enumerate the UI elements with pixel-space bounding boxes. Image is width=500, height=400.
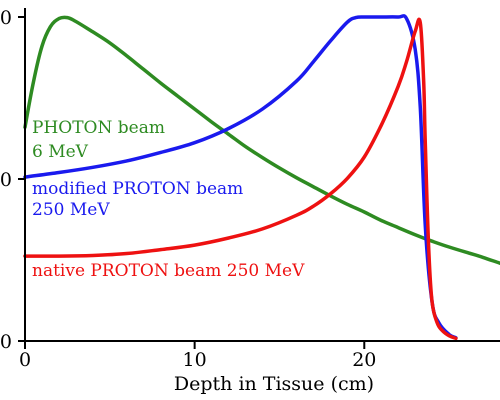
series-line-native-proton-beam-250-mev [23, 17, 458, 341]
y-tick-label: 0 [0, 169, 12, 191]
series-line-photon-beam-6-mev [23, 15, 500, 265]
x-tick-label: 20 [352, 349, 376, 371]
axes [24, 8, 500, 342]
y-tick-label: 0 [0, 7, 12, 29]
series-label-modified-proton-line2: 250 MeV [32, 200, 110, 220]
series-label-native-proton-line1: native PROTON beam 250 MeV [32, 261, 305, 281]
series-line-modified-proton-beam-250-mev [23, 14, 458, 340]
series-label-modified-proton-line1: modified PROTON beam [32, 179, 243, 199]
x-tick-label: 0 [19, 349, 31, 371]
series-lines [23, 14, 500, 341]
y-tick-label: 0 [0, 331, 12, 353]
x-tick-label: 10 [183, 349, 207, 371]
series-label-native-proton: native PROTON beam 250 MeV [32, 261, 305, 281]
series-label-modified-proton: modified PROTON beam 250 MeV [32, 179, 249, 220]
x-axis-label: Depth in Tissue (cm) [174, 373, 374, 395]
series-labels: PHOTON beam 6 MeV modified PROTON beam 2… [32, 118, 305, 281]
series-label-photon-line2: 6 MeV [32, 142, 89, 162]
series-label-photon: PHOTON beam 6 MeV [32, 118, 170, 162]
series-label-photon-line1: PHOTON beam [32, 118, 165, 138]
